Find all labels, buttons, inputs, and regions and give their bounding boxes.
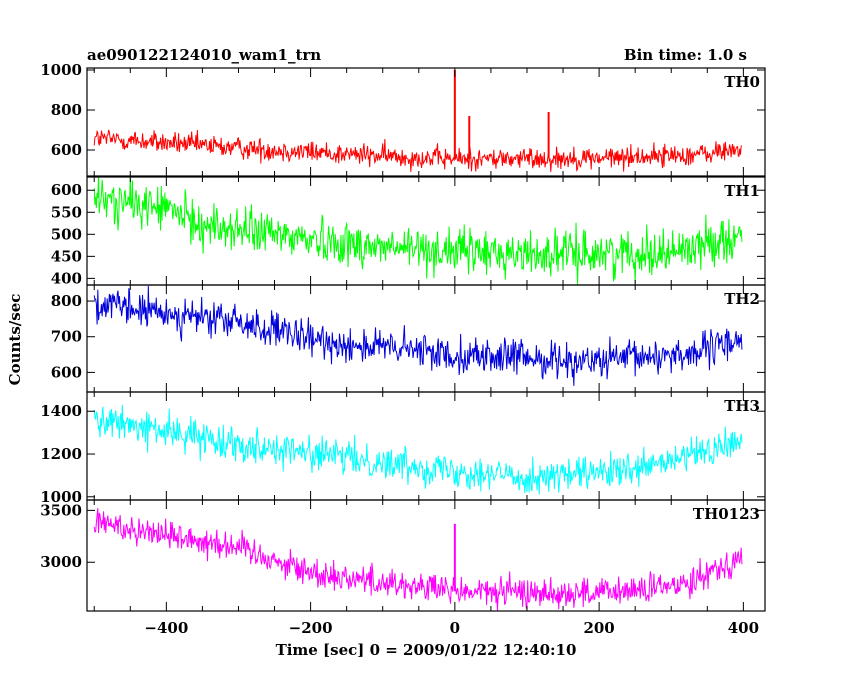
y-tick-label: 1200 [40,445,82,463]
y-tick-label: 1400 [40,402,82,420]
y-tick-label: 1000 [40,61,82,79]
y-tick-label: 1000 [40,488,82,506]
y-tick-label: 600 [51,363,82,381]
panel-th0123 [86,499,766,612]
y-tick-label: 800 [51,101,82,119]
panel-label-th0: TH0 [724,73,760,91]
series-line-th0 [93,129,742,172]
chart-title: ae090122124010_wam1_trn [87,46,321,64]
panel-th1 [86,176,766,286]
panel-label-th1: TH1 [724,182,760,200]
panel-label-th3: TH3 [724,397,760,415]
panel-frame [86,499,766,612]
y-tick-label: 800 [51,292,82,310]
y-tick-label: 3000 [40,553,82,571]
panel-frame [86,284,766,393]
series-line-th0123 [93,508,743,611]
x-axis-label: Time [sec] 0 = 2009/01/22 12:40:10 [276,641,577,659]
x-tick-label: 200 [583,619,614,637]
panel-label-th2: TH2 [724,290,760,308]
panel-th3 [86,391,766,501]
panel-frame [86,67,766,177]
series-line-th2 [93,285,743,386]
series-line-th3 [93,404,743,495]
x-tick-label: 400 [728,619,759,637]
series-line-th1 [93,177,743,285]
bin-time-label: Bin time: 1.0 s [624,46,747,64]
y-tick-label: 700 [51,328,82,346]
panel-th2 [86,284,766,393]
x-tick-label: −400 [144,619,188,637]
y-tick-label: 550 [51,203,82,221]
y-axis-label: Counts/sec [6,294,24,386]
y-tick-label: 600 [51,141,82,159]
y-tick-label: 400 [51,269,82,287]
y-tick-label: 600 [51,181,82,199]
y-tick-label: 3500 [40,501,82,519]
panel-label-th0123: TH0123 [693,505,760,523]
y-tick-label: 450 [51,247,82,265]
x-tick-label: 0 [450,619,460,637]
x-tick-label: −200 [289,619,333,637]
panel-th0 [86,67,766,177]
y-tick-label: 500 [51,225,82,243]
